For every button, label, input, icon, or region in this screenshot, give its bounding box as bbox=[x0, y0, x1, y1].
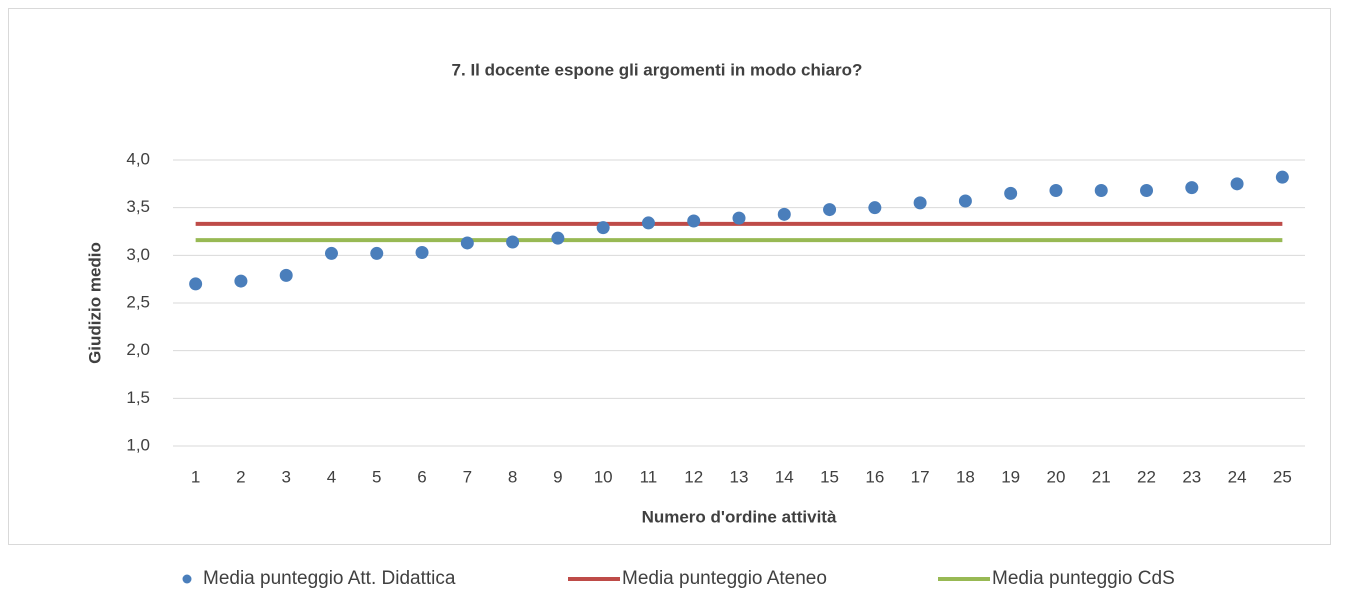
scatter-point bbox=[415, 245, 429, 259]
scatter-point bbox=[460, 236, 474, 250]
scatter-point bbox=[687, 214, 701, 228]
scatter-point bbox=[958, 194, 972, 208]
scatter-point bbox=[234, 274, 248, 288]
x-tick-label: 20 bbox=[1046, 467, 1065, 486]
x-tick-label: 11 bbox=[640, 467, 658, 486]
y-tick-label: 1,5 bbox=[126, 388, 150, 407]
scatter-point bbox=[777, 207, 791, 221]
y-tick-label: 4,0 bbox=[126, 149, 150, 168]
scatter-point bbox=[324, 246, 338, 260]
y-tick-label: 1,0 bbox=[126, 435, 150, 454]
legend-label: Media punteggio Ateneo bbox=[622, 568, 827, 589]
x-tick-label: 9 bbox=[553, 467, 562, 486]
scatter-point bbox=[551, 231, 565, 245]
x-tick-label: 23 bbox=[1182, 467, 1201, 486]
y-tick-label: 2,0 bbox=[126, 340, 150, 359]
scatter-point bbox=[596, 221, 610, 235]
legend-marker bbox=[182, 574, 192, 584]
scatter-point bbox=[370, 246, 384, 260]
scatter-point bbox=[1004, 186, 1018, 200]
x-tick-label: 2 bbox=[236, 467, 245, 486]
scatter-point bbox=[1230, 177, 1244, 191]
x-tick-label: 25 bbox=[1273, 467, 1292, 486]
x-tick-label: 1 bbox=[191, 467, 200, 486]
scatter-point bbox=[641, 216, 655, 230]
legend-label: Media punteggio Att. Didattica bbox=[203, 568, 456, 589]
x-tick-label: 21 bbox=[1092, 467, 1111, 486]
scatter-point bbox=[868, 201, 882, 215]
x-axis-label: Numero d'ordine attività bbox=[642, 507, 837, 526]
x-tick-label: 6 bbox=[417, 467, 426, 486]
scatter-point bbox=[279, 268, 293, 282]
y-axis-label: Giudizio medio bbox=[85, 242, 104, 364]
x-tick-label: 15 bbox=[820, 467, 839, 486]
scatter-point bbox=[1049, 184, 1063, 198]
y-tick-label: 3,0 bbox=[126, 245, 150, 264]
scatter-point bbox=[732, 211, 746, 225]
y-tick-label: 2,5 bbox=[126, 292, 150, 311]
scatter-point bbox=[1094, 184, 1108, 198]
x-tick-label: 16 bbox=[865, 467, 884, 486]
scatter-point bbox=[1140, 184, 1154, 198]
legend-label: Media punteggio CdS bbox=[992, 568, 1175, 589]
x-tick-label: 17 bbox=[911, 467, 930, 486]
scatter-point bbox=[506, 235, 520, 249]
chart-title: 7. Il docente espone gli argomenti in mo… bbox=[452, 60, 863, 79]
x-tick-label: 22 bbox=[1137, 467, 1156, 486]
scatter-point bbox=[823, 203, 837, 217]
x-tick-label: 12 bbox=[684, 467, 703, 486]
chart-border bbox=[8, 8, 1331, 545]
scatter-point bbox=[1185, 181, 1199, 195]
x-tick-label: 5 bbox=[372, 467, 381, 486]
x-tick-label: 14 bbox=[775, 467, 794, 486]
x-tick-label: 18 bbox=[956, 467, 975, 486]
x-tick-label: 8 bbox=[508, 467, 517, 486]
x-tick-label: 10 bbox=[594, 467, 613, 486]
x-tick-label: 13 bbox=[730, 467, 749, 486]
x-tick-label: 7 bbox=[463, 467, 472, 486]
x-tick-label: 4 bbox=[327, 467, 336, 486]
scatter-point bbox=[189, 277, 203, 291]
x-tick-label: 24 bbox=[1228, 467, 1247, 486]
y-tick-label: 3,5 bbox=[126, 197, 150, 216]
scatter-point bbox=[1275, 170, 1289, 184]
x-tick-label: 19 bbox=[1001, 467, 1020, 486]
scatter-point bbox=[913, 196, 927, 210]
x-tick-label: 3 bbox=[281, 467, 290, 486]
